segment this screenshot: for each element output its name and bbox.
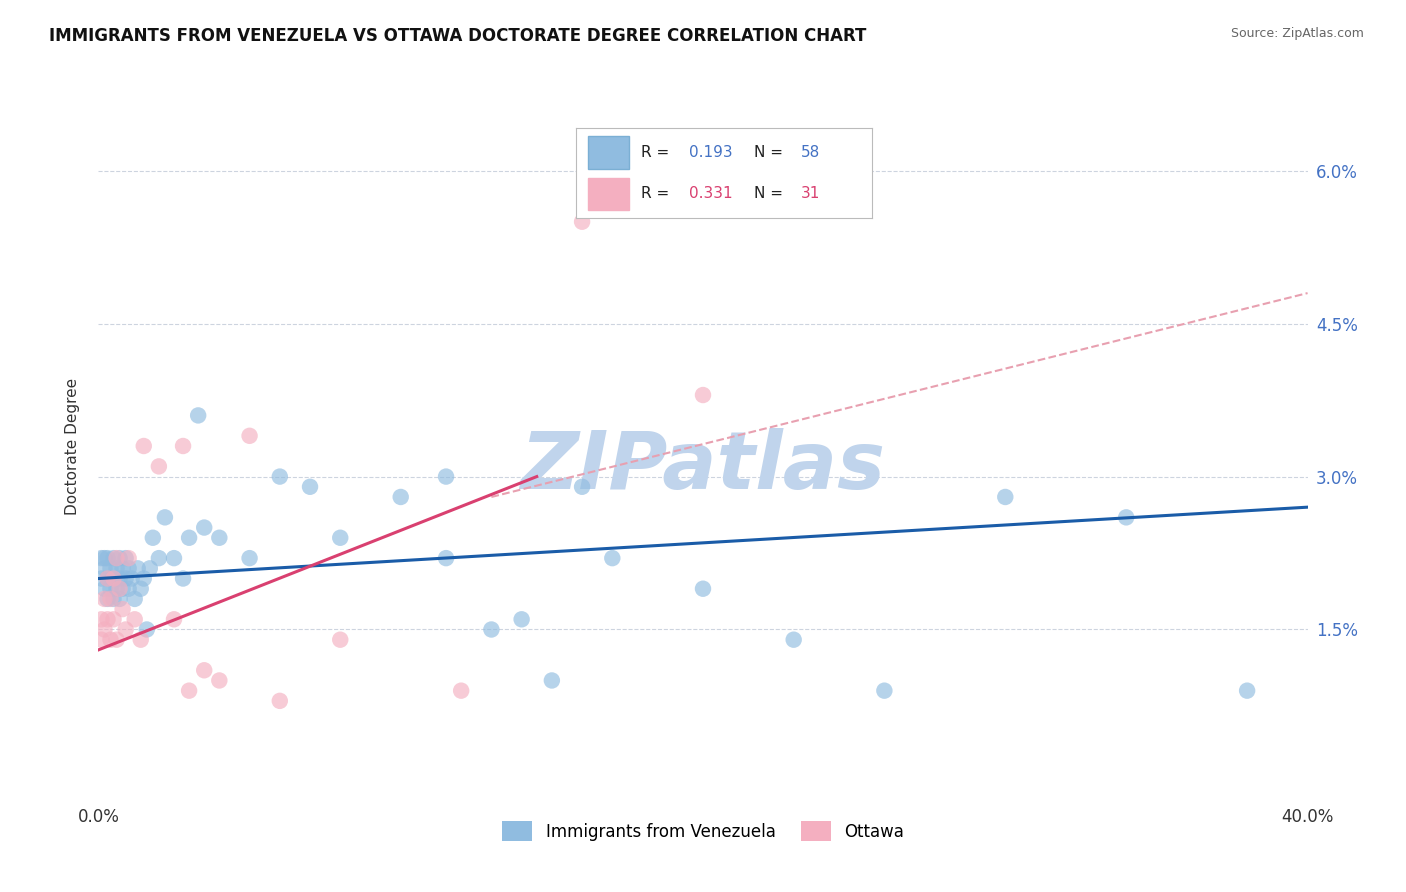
Point xyxy=(118,561,141,575)
Point xyxy=(208,531,231,545)
Point xyxy=(571,480,593,494)
Point xyxy=(90,572,112,586)
Point xyxy=(135,623,157,637)
Point xyxy=(132,439,155,453)
Point xyxy=(142,531,165,545)
Point xyxy=(105,561,128,575)
Point xyxy=(434,551,457,566)
Point xyxy=(481,623,503,637)
Point xyxy=(90,551,112,566)
Point xyxy=(90,612,112,626)
Point xyxy=(239,551,262,566)
Point xyxy=(111,602,134,616)
Point xyxy=(139,561,162,575)
Point xyxy=(103,572,125,586)
Point xyxy=(90,632,112,647)
Point xyxy=(103,591,125,606)
Point xyxy=(93,582,115,596)
Point xyxy=(100,591,122,606)
Point xyxy=(105,551,128,566)
Point xyxy=(269,469,291,483)
Point xyxy=(118,582,141,596)
Point xyxy=(96,551,118,566)
Point xyxy=(103,612,125,626)
Point xyxy=(434,469,457,483)
Point xyxy=(692,582,714,596)
Point xyxy=(208,673,231,688)
Point xyxy=(389,490,412,504)
Point xyxy=(148,551,170,566)
Legend: Immigrants from Venezuela, Ottawa: Immigrants from Venezuela, Ottawa xyxy=(496,814,910,848)
Point xyxy=(510,612,533,626)
Point xyxy=(299,480,322,494)
Point xyxy=(118,551,141,566)
Point xyxy=(124,591,146,606)
Point xyxy=(96,612,118,626)
Text: ZIPatlas: ZIPatlas xyxy=(520,428,886,507)
Point xyxy=(129,632,152,647)
Point xyxy=(873,683,896,698)
Point xyxy=(450,683,472,698)
Point xyxy=(329,632,352,647)
Point xyxy=(103,551,125,566)
Point xyxy=(114,572,136,586)
Point xyxy=(179,683,201,698)
Point xyxy=(121,572,143,586)
Point xyxy=(239,429,262,443)
Point xyxy=(108,591,131,606)
Point xyxy=(105,582,128,596)
Point xyxy=(93,551,115,566)
Point xyxy=(108,582,131,596)
Point xyxy=(132,572,155,586)
Point xyxy=(1115,510,1137,524)
Point xyxy=(571,215,593,229)
Point xyxy=(96,572,118,586)
Y-axis label: Doctorate Degree: Doctorate Degree xyxy=(65,377,80,515)
Text: IMMIGRANTS FROM VENEZUELA VS OTTAWA DOCTORATE DEGREE CORRELATION CHART: IMMIGRANTS FROM VENEZUELA VS OTTAWA DOCT… xyxy=(49,27,866,45)
Point xyxy=(172,572,194,586)
Point xyxy=(783,632,806,647)
Point xyxy=(1236,683,1258,698)
Point xyxy=(193,520,215,534)
Point xyxy=(148,459,170,474)
Point xyxy=(540,673,562,688)
Point xyxy=(93,591,115,606)
Point xyxy=(602,551,624,566)
Point xyxy=(163,551,186,566)
Point xyxy=(111,561,134,575)
Point xyxy=(100,632,122,647)
Text: Source: ZipAtlas.com: Source: ZipAtlas.com xyxy=(1230,27,1364,40)
Point xyxy=(994,490,1017,504)
Point xyxy=(269,694,291,708)
Point xyxy=(172,439,194,453)
Point xyxy=(93,561,115,575)
Point xyxy=(93,623,115,637)
Point xyxy=(127,561,149,575)
Point xyxy=(692,388,714,402)
Point xyxy=(193,663,215,677)
Point xyxy=(108,572,131,586)
Point xyxy=(124,612,146,626)
Point xyxy=(100,561,122,575)
Point xyxy=(108,551,131,566)
Point xyxy=(114,551,136,566)
Point xyxy=(96,572,118,586)
Point xyxy=(100,582,122,596)
Point xyxy=(187,409,209,423)
Point xyxy=(153,510,176,524)
Point xyxy=(103,572,125,586)
Point xyxy=(329,531,352,545)
Point xyxy=(114,623,136,637)
Point xyxy=(111,582,134,596)
Point xyxy=(96,591,118,606)
Point xyxy=(105,632,128,647)
Point xyxy=(163,612,186,626)
Point xyxy=(129,582,152,596)
Point xyxy=(179,531,201,545)
